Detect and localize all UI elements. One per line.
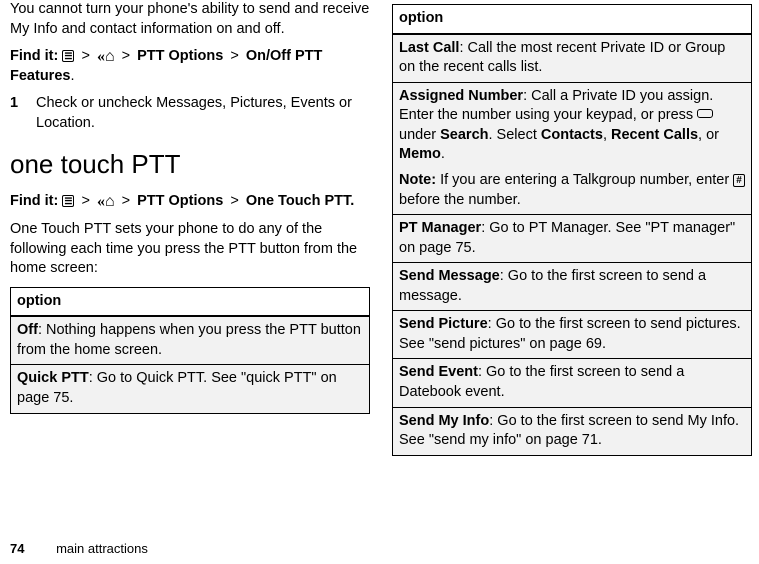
- ptt-options: PTT Options: [137, 193, 223, 209]
- menu-icon: ☰: [62, 50, 74, 62]
- search-label: Search: [440, 127, 488, 143]
- hash-key-icon: #: [733, 174, 745, 187]
- nav-sep: >: [81, 48, 89, 64]
- nav-sep: >: [122, 193, 130, 209]
- table-row: Send Picture: Go to the first screen to …: [393, 311, 752, 359]
- recent-calls-label: Recent Calls: [611, 127, 698, 143]
- page-number: 74: [10, 541, 24, 556]
- table-header: option: [11, 287, 370, 316]
- find-it-2: Find it: ☰ > «⌂ > PTT Options > One Touc…: [10, 192, 370, 212]
- opt-label: Assigned Number: [399, 88, 523, 104]
- note-text-b: before the number.: [399, 192, 521, 208]
- memo-label: Memo: [399, 146, 441, 162]
- table-row: Send My Info: Go to the first screen to …: [393, 407, 752, 455]
- note-text-a: If you are entering a Talkgroup number, …: [436, 172, 733, 188]
- table-row: Assigned Number: Call a Private ID you a…: [393, 82, 752, 214]
- or-text: , or: [698, 127, 719, 143]
- opt-text-c: . Select: [489, 127, 541, 143]
- ptt-icon: «⌂: [97, 50, 115, 64]
- table-row: Off: Nothing happens when you press the …: [11, 316, 370, 365]
- right-column: option Last Call: Call the most recent P…: [392, 0, 752, 456]
- note-label: Note:: [399, 172, 436, 188]
- opt-label: Send My Info: [399, 413, 489, 429]
- table-row: Send Event: Go to the first screen to se…: [393, 359, 752, 407]
- step-number: 1: [10, 94, 36, 133]
- opt-text: : Nothing happens when you press the PTT…: [17, 322, 361, 358]
- period: .: [441, 146, 445, 162]
- ptt-icon: «⌂: [97, 195, 115, 209]
- option-table-right: option Last Call: Call the most recent P…: [392, 4, 752, 456]
- step-text: Check or uncheck Messages, Pictures, Eve…: [36, 94, 370, 133]
- find-it-label: Find it:: [10, 48, 58, 64]
- section-heading: one touch PTT: [10, 147, 370, 182]
- table-row: Last Call: Call the most recent Private …: [393, 34, 752, 83]
- menu-icon: ☰: [62, 195, 74, 207]
- nav-sep: >: [230, 48, 238, 64]
- opt-label: Off: [17, 322, 38, 338]
- opt-text-b: under: [399, 127, 440, 143]
- one-touch-desc: One Touch PTT sets your phone to do any …: [10, 220, 370, 279]
- left-column: You cannot turn your phone's ability to …: [10, 0, 370, 414]
- table-header: option: [393, 5, 752, 34]
- contacts-label: Contacts: [541, 127, 603, 143]
- opt-label: Quick PTT: [17, 370, 89, 386]
- opt-label: Last Call: [399, 40, 459, 56]
- opt-label: Send Message: [399, 268, 500, 284]
- page-footer: 74 main attractions: [10, 540, 148, 558]
- nav-sep: >: [81, 193, 89, 209]
- ptt-options: PTT Options: [137, 48, 223, 64]
- table-row: Send Message: Go to the first screen to …: [393, 263, 752, 311]
- one-touch-ptt: One Touch PTT.: [246, 193, 354, 209]
- opt-label: PT Manager: [399, 220, 481, 236]
- find-it-label: Find it:: [10, 193, 58, 209]
- opt-label: Send Picture: [399, 316, 488, 332]
- intro-text: You cannot turn your phone's ability to …: [10, 0, 370, 39]
- table-row: PT Manager: Go to PT Manager. See "PT ma…: [393, 215, 752, 263]
- comma: ,: [603, 127, 611, 143]
- option-table-left: option Off: Nothing happens when you pre…: [10, 287, 370, 414]
- nav-sep: >: [230, 193, 238, 209]
- find-it-1: Find it: ☰ > «⌂ > PTT Options > On/Off P…: [10, 47, 370, 86]
- step-1: 1 Check or uncheck Messages, Pictures, E…: [10, 94, 370, 133]
- table-row: Quick PTT: Go to Quick PTT. See "quick P…: [11, 365, 370, 413]
- nav-sep: >: [122, 48, 130, 64]
- spacer: [399, 165, 745, 171]
- section-label: main attractions: [56, 541, 148, 556]
- opt-label: Send Event: [399, 364, 478, 380]
- softkey-icon: [697, 109, 713, 118]
